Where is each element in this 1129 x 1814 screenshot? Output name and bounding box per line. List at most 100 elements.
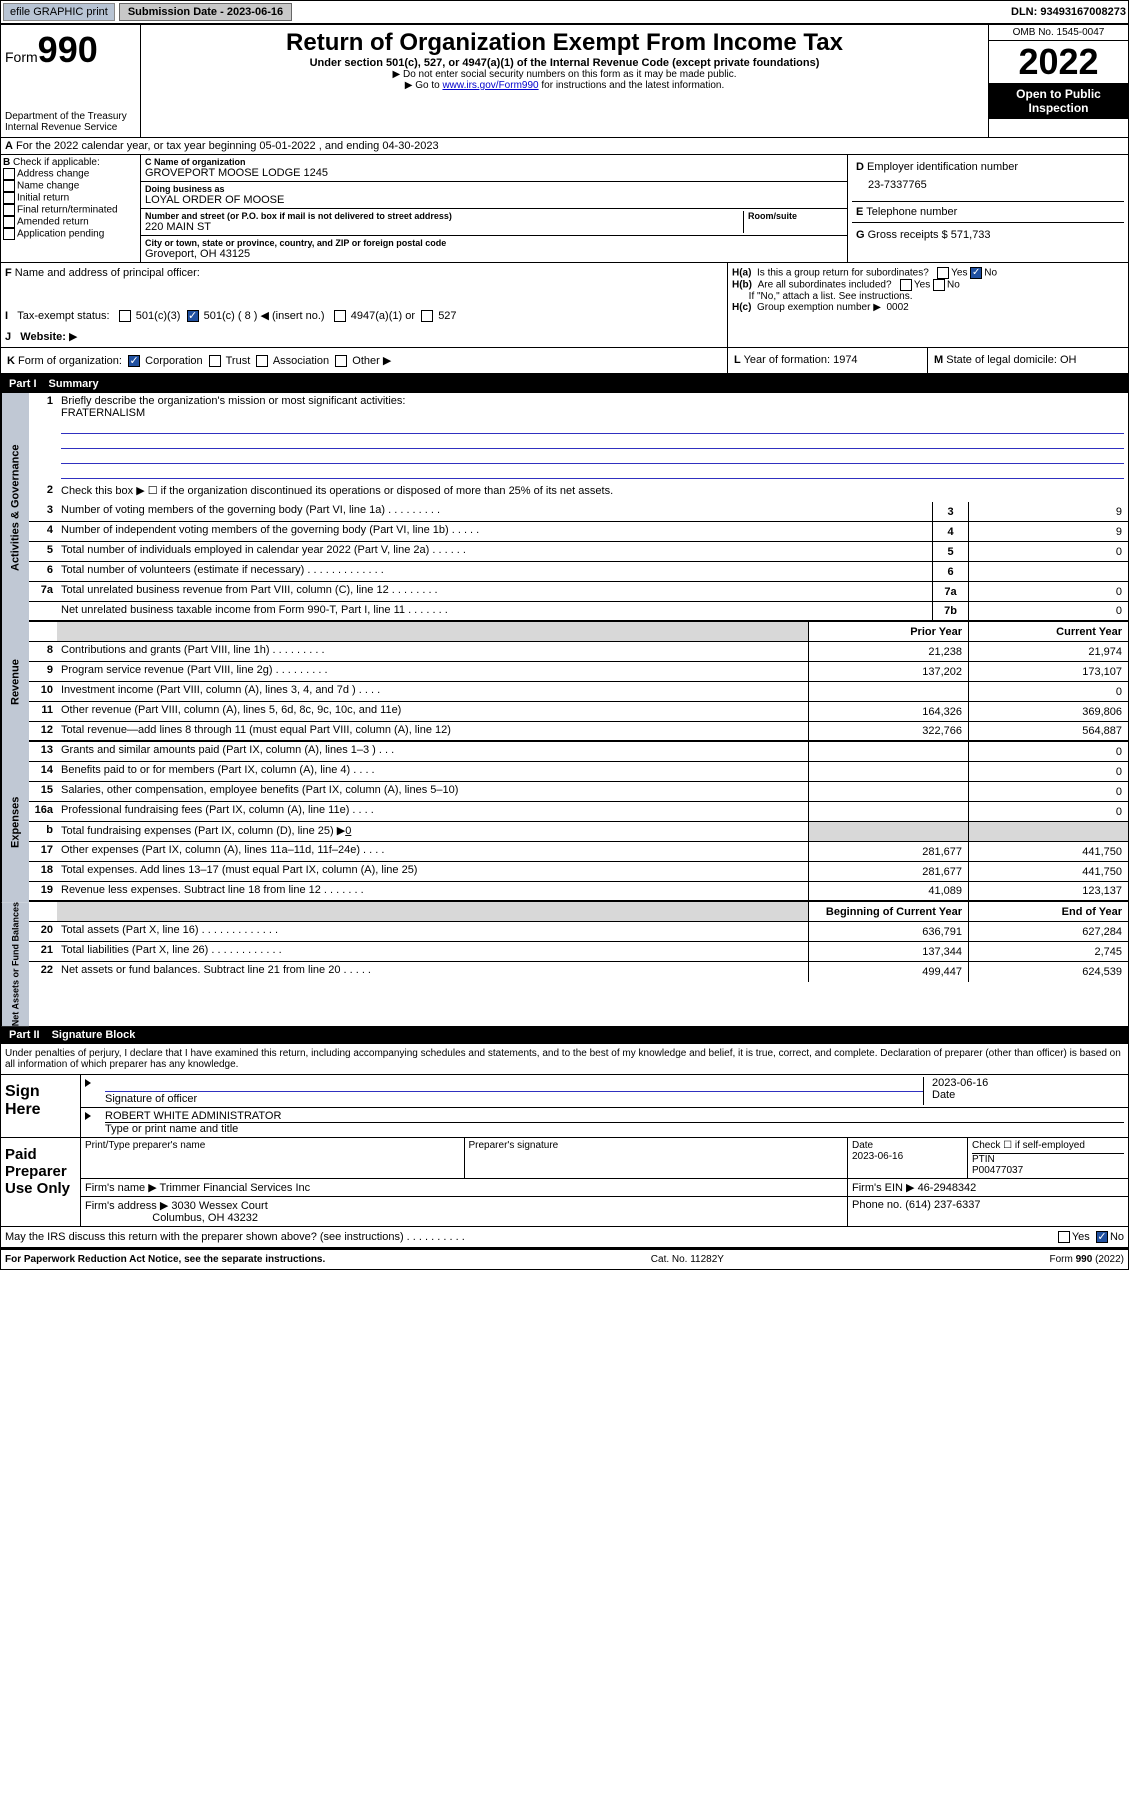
insert-no-label: (insert no.): [272, 310, 325, 322]
initial-return-checkbox[interactable]: [3, 192, 15, 204]
4947-checkbox[interactable]: [334, 310, 346, 322]
line7b-value: 0: [968, 602, 1128, 620]
line16a-current: 0: [968, 802, 1128, 821]
attach-list-note: If "No," attach a list. See instructions…: [749, 291, 913, 302]
final-return-checkbox[interactable]: [3, 204, 15, 216]
line14-prior: [808, 762, 968, 781]
efile-label: efile GRAPHIC print: [3, 3, 115, 21]
line19-text: Revenue less expenses. Subtract line 18 …: [57, 882, 808, 900]
assoc-checkbox[interactable]: [256, 355, 268, 367]
group-exemption-value: 0002: [886, 302, 908, 313]
ha-yes-checkbox[interactable]: [937, 267, 949, 279]
501c3-label: 501(c)(3): [136, 310, 181, 322]
pra-notice: For Paperwork Reduction Act Notice, see …: [5, 1254, 325, 1265]
org-name: GROVEPORT MOOSE LODGE 1245: [145, 167, 843, 179]
line12-prior: 322,766: [808, 722, 968, 740]
phone-label: Telephone number: [866, 206, 957, 218]
line20-text: Total assets (Part X, line 16) . . . . .…: [57, 922, 808, 941]
line10-text: Investment income (Part VIII, column (A)…: [57, 682, 808, 701]
arrow-icon-2: [85, 1112, 91, 1120]
yes-label: Yes: [951, 268, 967, 279]
line13-text: Grants and similar amounts paid (Part IX…: [57, 742, 808, 761]
dept-treasury: Department of the Treasury: [5, 111, 136, 122]
subordinates-label: Are all subordinates included?: [758, 280, 892, 291]
trust-label: Trust: [226, 355, 251, 367]
revenue-tab: Revenue: [1, 622, 29, 742]
street-value: 220 MAIN ST: [145, 221, 743, 233]
form-id-box: Form990 Department of the Treasury Inter…: [1, 25, 141, 137]
address-change-checkbox[interactable]: [3, 168, 15, 180]
governance-tab: Activities & Governance: [1, 393, 29, 622]
line15-text: Salaries, other compensation, employee b…: [57, 782, 808, 801]
room-label: Room/suite: [748, 211, 843, 221]
firm-name: Trimmer Financial Services Inc: [160, 1182, 311, 1194]
amended-return-checkbox[interactable]: [3, 216, 15, 228]
application-pending-checkbox[interactable]: [3, 228, 15, 240]
form-number: 990: [38, 29, 98, 70]
mission-text: FRATERNALISM: [61, 407, 145, 419]
ein-value: 23-7337765: [856, 173, 1120, 197]
firm-ein: 46-2948342: [918, 1182, 977, 1194]
discuss-no-checkbox[interactable]: ✓: [1096, 1231, 1108, 1243]
instruction-goto-pre: Go to: [415, 80, 442, 91]
discuss-yes-checkbox[interactable]: [1058, 1231, 1070, 1243]
trust-checkbox[interactable]: [209, 355, 221, 367]
line7b-text: Net unrelated business taxable income fr…: [57, 602, 932, 620]
line19-prior: 41,089: [808, 882, 968, 900]
line6-text: Total number of volunteers (estimate if …: [57, 562, 932, 581]
group-exemption-label: Group exemption number: [757, 302, 870, 313]
ptin-value: P00477037: [972, 1165, 1023, 1176]
line18-current: 441,750: [968, 862, 1128, 881]
instruction-goto-post: for instructions and the latest informat…: [539, 80, 725, 91]
self-employed-label: Check ☐ if self-employed: [972, 1140, 1085, 1151]
527-checkbox[interactable]: [421, 310, 433, 322]
corp-checkbox[interactable]: ✓: [128, 355, 140, 367]
line17-text: Other expenses (Part IX, column (A), lin…: [57, 842, 808, 861]
line16a-text: Professional fundraising fees (Part IX, …: [57, 802, 808, 821]
501c3-checkbox[interactable]: [119, 310, 131, 322]
firm-phone-label: Phone no.: [852, 1199, 902, 1211]
501c-checkbox[interactable]: ✓: [187, 310, 199, 322]
form-title: Return of Organization Exempt From Incom…: [145, 29, 984, 57]
prep-name-label: Print/Type preparer's name: [81, 1138, 465, 1179]
line22-text: Net assets or fund balances. Subtract li…: [57, 962, 808, 982]
firm-addr2: Columbus, OH 43232: [152, 1212, 258, 1224]
year-box: OMB No. 1545-0047 2022 Open to Public In…: [988, 25, 1128, 137]
line3-text: Number of voting members of the governin…: [57, 502, 932, 521]
no-label: No: [984, 268, 997, 279]
submission-date-button[interactable]: Submission Date - 2023-06-16: [119, 3, 292, 21]
line5-text: Total number of individuals employed in …: [57, 542, 932, 561]
hb-no-checkbox[interactable]: [933, 279, 945, 291]
line14-current: 0: [968, 762, 1128, 781]
line16b-value: 0: [345, 825, 351, 837]
line13-prior: [808, 742, 968, 761]
discuss-no-label: No: [1110, 1231, 1124, 1243]
other-checkbox[interactable]: [335, 355, 347, 367]
irs-link[interactable]: www.irs.gov/Form990: [442, 80, 538, 91]
ha-no-checkbox[interactable]: ✓: [970, 267, 982, 279]
other-label: Other: [352, 355, 380, 367]
yes-label-2: Yes: [914, 280, 930, 291]
line19-current: 123,137: [968, 882, 1128, 900]
line21-text: Total liabilities (Part X, line 26) . . …: [57, 942, 808, 961]
application-pending-label: Application pending: [17, 229, 104, 240]
year-formation-label: Year of formation:: [744, 354, 830, 366]
assoc-label: Association: [273, 355, 329, 367]
name-change-checkbox[interactable]: [3, 180, 15, 192]
irs-label: Internal Revenue Service: [5, 122, 136, 133]
dba-label: Doing business as: [145, 184, 843, 194]
hb-yes-checkbox[interactable]: [900, 279, 912, 291]
part1-num: Part I: [9, 378, 37, 390]
part1-title: Summary: [49, 378, 99, 390]
line3-value: 9: [968, 502, 1128, 521]
group-return-label: Is this a group return for subordinates?: [757, 268, 929, 279]
4947-label: 4947(a)(1) or: [351, 310, 415, 322]
line5-value: 0: [968, 542, 1128, 561]
line7a-value: 0: [968, 582, 1128, 601]
omb-number: OMB No. 1545-0047: [989, 25, 1128, 41]
line16b-prior-shaded: [808, 822, 968, 841]
line20-prior: 636,791: [808, 922, 968, 941]
prior-year-header: Prior Year: [808, 622, 968, 641]
line15-current: 0: [968, 782, 1128, 801]
firm-ein-label: Firm's EIN ▶: [852, 1182, 915, 1194]
